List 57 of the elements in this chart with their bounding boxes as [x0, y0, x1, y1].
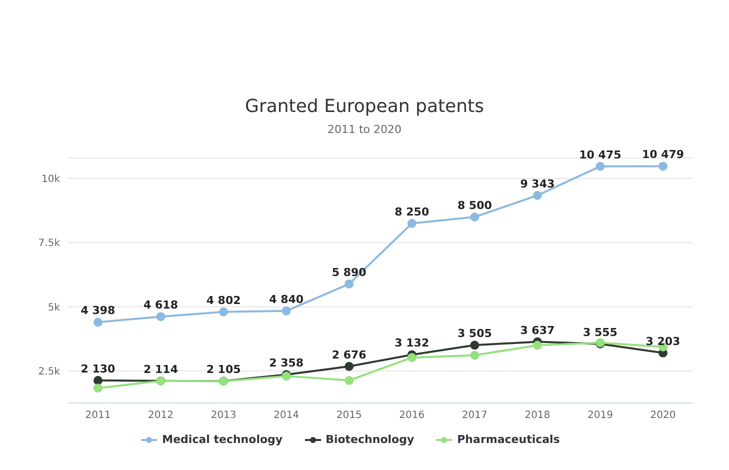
point: [596, 162, 605, 171]
point: [282, 306, 291, 316]
data-label: 4 398: [80, 304, 116, 318]
chart-subtitle: 2011 to 2020: [326, 123, 403, 136]
point: [94, 318, 102, 327]
point: [532, 340, 542, 350]
y-tick-label: 10k: [41, 174, 60, 186]
x-tick-label: 2019: [587, 410, 613, 422]
point: [219, 307, 228, 316]
point: [94, 376, 102, 385]
x-tick-label: 2013: [210, 410, 236, 422]
point: [344, 279, 354, 288]
data-label: 3 555: [582, 326, 618, 339]
point: [344, 376, 354, 385]
y-tick-label: 5k: [48, 302, 60, 314]
point: [658, 162, 668, 171]
legend-label: Pharmaceuticals: [456, 433, 560, 446]
point: [532, 190, 542, 200]
data-label: 2 105: [206, 363, 241, 376]
data-label: 5 890: [332, 266, 367, 279]
y-tick-label: 2.5k: [38, 366, 60, 378]
x-tick-label: 2018: [524, 410, 550, 422]
point: [344, 362, 354, 371]
point: [407, 353, 416, 362]
x-tick-label: 2015: [336, 410, 362, 422]
data-label: 3 505: [457, 327, 492, 340]
x-tick-label: 2014: [274, 410, 300, 422]
data-label: 3 132: [394, 336, 430, 350]
data-label: 4 840: [269, 292, 304, 306]
data-label: 10 479: [642, 148, 684, 162]
data-label: 10 475: [579, 148, 622, 162]
data-label: 4 618: [144, 298, 178, 312]
x-tick-label: 2012: [148, 410, 174, 422]
x-tick-label: 2016: [399, 410, 425, 422]
data-label: 3 203: [646, 334, 680, 348]
chart-title: Granted European patents: [244, 96, 485, 117]
data-label: 2 358: [269, 356, 304, 370]
data-label: 2 114: [144, 362, 178, 376]
point: [407, 218, 416, 228]
point: [94, 384, 102, 393]
legend-label: Medical technology: [161, 433, 283, 446]
data-label: 2 676: [332, 348, 367, 362]
data-label: 2 130: [80, 362, 116, 376]
legend-label: Biotechnology: [324, 433, 414, 446]
x-tick-label: 2020: [650, 410, 676, 422]
x-tick-label: 2011: [85, 410, 111, 422]
data-label: 8 500: [457, 199, 492, 212]
point: [156, 312, 166, 322]
y-tick-label: 7.5k: [38, 238, 60, 250]
x-tick-label: 2017: [462, 410, 488, 422]
point: [470, 340, 480, 350]
data-label: 3 637: [520, 324, 555, 337]
data-label: 8 250: [394, 205, 430, 218]
point: [470, 212, 480, 222]
point: [470, 350, 480, 360]
data-label: 9 343: [520, 177, 555, 190]
data-label: 4 802: [206, 294, 241, 307]
